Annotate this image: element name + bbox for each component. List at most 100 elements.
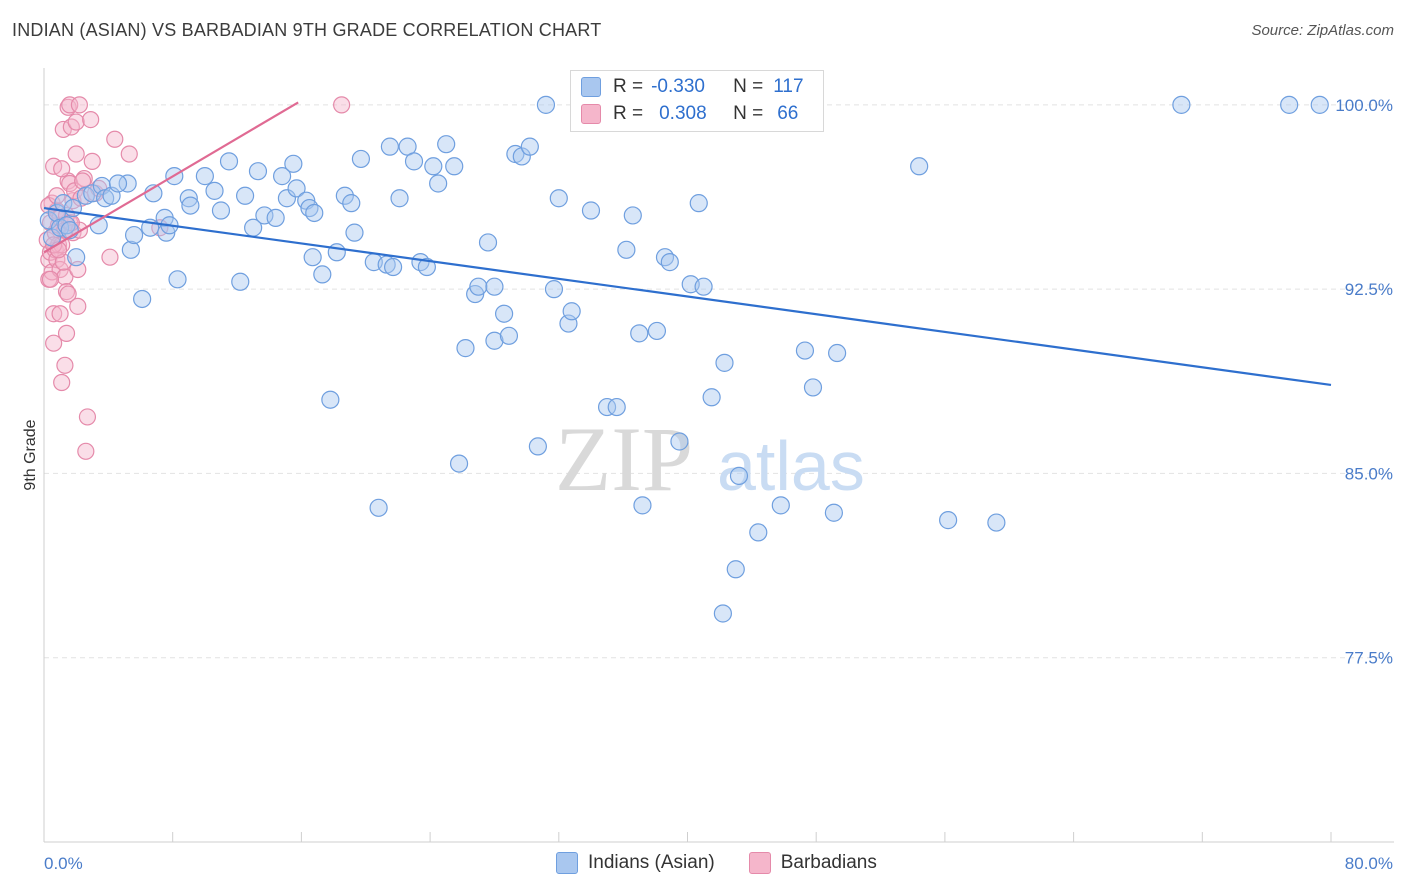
barbadians-point <box>83 152 101 170</box>
chart-source: Source: ZipAtlas.com <box>1251 22 1394 39</box>
indians-point <box>351 149 371 169</box>
series-barbadians-points <box>38 96 351 460</box>
series-legend-label-indians: Indians (Asian) <box>588 852 715 873</box>
series-indians-points <box>39 95 1329 623</box>
indians-point <box>342 194 361 213</box>
indians-point <box>803 378 823 397</box>
indians-point <box>211 201 231 220</box>
indians-point <box>536 95 556 114</box>
axis-labels: 9th Grade 77.5% 85.0% 92.5% 100.0% 0.0% 80.0% <box>22 96 1393 873</box>
indians-point <box>179 189 198 208</box>
indians-point <box>424 157 443 176</box>
legend-swatch-indians <box>581 77 601 97</box>
series-legend-label-barbadians: Barbadians <box>780 852 877 873</box>
indians-point <box>266 208 285 227</box>
indians-point <box>124 225 144 245</box>
indians-point <box>689 194 708 213</box>
watermark-atlas: atlas <box>717 427 865 505</box>
barbadians-point <box>77 442 95 460</box>
barbadians-point <box>82 110 100 129</box>
y-axis-label: 9th Grade <box>22 419 39 490</box>
indians-point <box>121 240 140 259</box>
barbadians-point <box>120 145 138 163</box>
indians-point <box>287 179 306 198</box>
barbadians-trend-line <box>43 101 299 254</box>
indians-point <box>694 277 713 296</box>
legend-r-label: R = <box>613 103 644 124</box>
indians-point <box>67 248 86 267</box>
indians-point <box>660 253 679 272</box>
series-legend-swatch-barbadians <box>748 852 771 874</box>
barbadians-point <box>333 96 351 114</box>
indians-point <box>445 157 464 176</box>
legend-n-label: N = <box>733 103 764 124</box>
indians-point <box>828 343 847 363</box>
barbadians-point <box>45 334 63 352</box>
barbadians-point <box>69 297 87 315</box>
indians-point <box>520 137 539 156</box>
barbadians-point <box>45 305 63 323</box>
indians-point <box>404 152 424 171</box>
indians-point <box>133 289 152 309</box>
barbadians-point <box>56 268 74 286</box>
indians-point <box>57 216 76 235</box>
indians-trend-line <box>43 206 1332 387</box>
indians-point <box>607 397 626 417</box>
barbadians-point <box>41 270 60 288</box>
indians-point <box>235 186 255 205</box>
indians-point <box>715 353 734 372</box>
barbadians-point <box>51 305 69 323</box>
barbadians-point <box>53 373 71 392</box>
barbadians-point <box>70 96 88 114</box>
indians-point <box>327 243 346 262</box>
indians-point <box>272 167 292 186</box>
barbadians-point <box>57 324 76 342</box>
legend-n-value-barbadians: 66 <box>777 103 799 124</box>
indians-point <box>647 321 667 341</box>
indians-point <box>277 189 297 208</box>
indians-point <box>300 198 319 218</box>
barbadians-point <box>56 356 74 374</box>
barbadians-point <box>74 172 92 190</box>
indians-point <box>321 390 340 409</box>
indians-point <box>219 152 239 171</box>
indians-point <box>478 233 498 252</box>
barbadians-point <box>62 118 80 136</box>
indians-point <box>195 167 214 186</box>
indians-point <box>456 339 475 358</box>
series-legend: Indians (Asian) Barbadians <box>556 852 911 874</box>
barbadians-point <box>67 145 85 163</box>
x-tick-label: 0.0% <box>44 854 83 873</box>
indians-point <box>369 498 388 517</box>
indians-point <box>303 248 322 267</box>
indians-point <box>495 304 514 323</box>
indians-point <box>429 174 448 193</box>
indians-point <box>713 604 732 623</box>
y-tick-label: 77.5% <box>1345 649 1393 668</box>
indians-point <box>313 265 332 284</box>
indians-point <box>544 280 564 299</box>
indians-point <box>726 560 745 579</box>
indians-point <box>108 174 128 193</box>
indians-point <box>383 257 403 277</box>
indians-point <box>939 511 958 530</box>
indians-point <box>231 272 250 291</box>
indians-point <box>749 523 768 542</box>
legend-n-value-indians: 117 <box>773 76 804 97</box>
watermark-zip: ZIP <box>555 408 693 510</box>
indians-point <box>1280 95 1299 114</box>
indians-point <box>987 513 1006 532</box>
indians-point <box>255 206 274 225</box>
indians-point <box>729 466 749 485</box>
indians-point <box>284 154 303 173</box>
indians-point <box>248 162 268 181</box>
indians-point <box>910 157 929 176</box>
indians-point <box>469 277 488 296</box>
indians-point <box>63 198 83 218</box>
legend-row-indians: R = -0.330 N = 117 <box>581 74 804 100</box>
legend-row-barbadians: R = 0.308 N = 66 <box>581 101 798 127</box>
indians-point <box>549 189 568 208</box>
barbadians-point <box>53 160 71 178</box>
barbadians-point <box>61 96 79 114</box>
